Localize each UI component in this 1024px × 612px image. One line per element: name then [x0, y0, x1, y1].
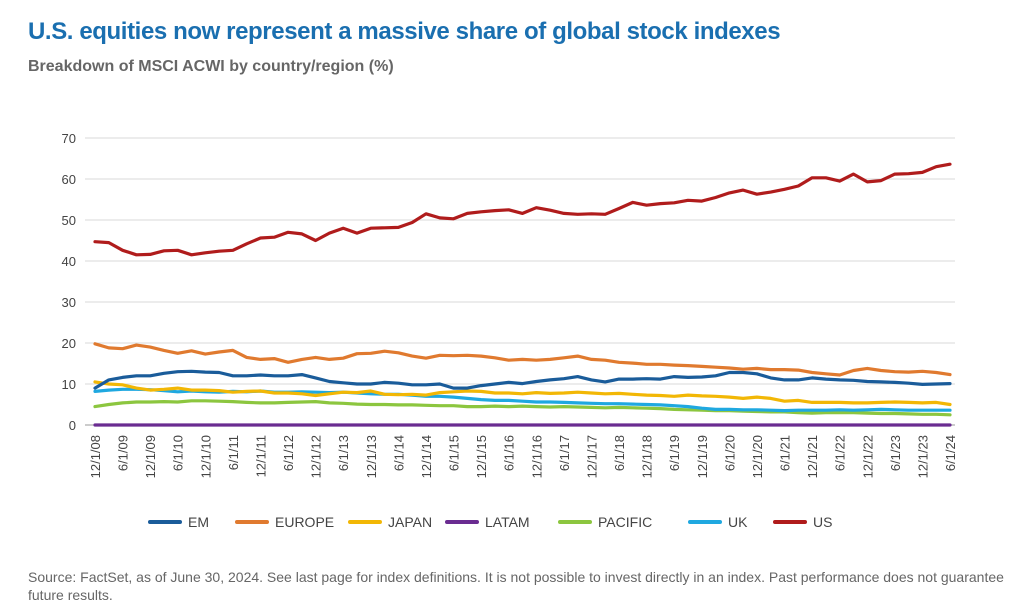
chart-canvas: 0 10 20 30 40 50 60 70 12/1/08 6/1/09 12/1/09 6/1/…: [62, 131, 958, 530]
x-tick-label: 6/1/17: [557, 435, 572, 471]
y-tick-label: 10: [62, 377, 76, 392]
x-tick-label: 6/1/09: [116, 435, 131, 471]
series-line-us: [93, 162, 952, 257]
x-tick-label: 6/1/18: [612, 435, 627, 471]
x-tick-label: 6/1/20: [722, 435, 737, 471]
y-tick-label: 60: [62, 172, 76, 187]
x-tick-label: 12/1/14: [419, 435, 434, 478]
x-tick-label: 12/1/13: [364, 435, 379, 478]
x-tick-label: 6/1/12: [281, 435, 296, 471]
legend-label-japan: JAPAN: [388, 514, 432, 530]
x-tick-label: 12/1/09: [143, 435, 158, 478]
x-tick-label: 12/1/20: [750, 435, 765, 478]
x-tick-label: 12/1/16: [529, 435, 544, 478]
x-tick-label: 6/1/16: [502, 435, 517, 471]
legend-label-pacific: PACIFIC: [598, 514, 652, 530]
series-line-europe: [93, 342, 952, 377]
legend-label-us: US: [813, 514, 832, 530]
legend-label-europe: EUROPE: [275, 514, 334, 530]
x-tick-label: 6/1/14: [391, 435, 406, 471]
x-tick-label: 6/1/10: [171, 435, 186, 471]
x-tick-label: 6/1/19: [667, 435, 682, 471]
chart-title: U.S. equities now represent a massive sh…: [28, 18, 781, 45]
y-tick-label: 0: [69, 418, 76, 433]
x-tick-label: 12/1/23: [915, 435, 930, 478]
x-axis-ticks: 12/1/08 6/1/09 12/1/09 6/1/10 12/1/10 6/1/11 1…: [88, 435, 958, 478]
x-tick-label: 12/1/22: [860, 435, 875, 478]
x-tick-label: 12/1/21: [805, 435, 820, 478]
x-tick-label: 6/1/11: [226, 435, 241, 470]
y-axis-ticks: 0 10 20 30 40 50 60 70: [62, 131, 76, 433]
chart-subtitle: Breakdown of MSCI ACWI by country/region…: [28, 58, 394, 75]
x-tick-label: 6/1/22: [833, 435, 848, 471]
y-tick-label: 40: [62, 254, 76, 269]
legend-label-em: EM: [188, 514, 209, 530]
x-tick-label: 6/1/15: [447, 435, 462, 471]
x-tick-label: 12/1/17: [584, 435, 599, 478]
x-tick-label: 6/1/13: [336, 435, 351, 471]
y-tick-label: 20: [62, 336, 76, 351]
series-line-japan: [93, 380, 952, 407]
legend: EM EUROPE JAPAN LATAM PACIFIC UK US: [148, 514, 832, 530]
x-tick-label: 12/1/10: [198, 435, 213, 478]
series-lines: [93, 162, 952, 427]
source-footnote: Source: FactSet, as of June 30, 2024. Se…: [28, 569, 1004, 603]
x-tick-label: 12/1/11: [253, 435, 268, 477]
x-tick-label: 12/1/12: [309, 435, 324, 478]
y-tick-label: 50: [62, 213, 76, 228]
x-tick-label: 6/1/21: [778, 435, 793, 471]
x-tick-label: 12/1/08: [88, 435, 103, 478]
y-tick-label: 70: [62, 131, 76, 146]
y-tick-label: 30: [62, 295, 76, 310]
x-tick-label: 12/1/15: [474, 435, 489, 478]
legend-label-uk: UK: [728, 514, 748, 530]
legend-label-latam: LATAM: [485, 514, 530, 530]
x-tick-label: 12/1/18: [640, 435, 655, 478]
x-tick-label: 6/1/23: [888, 435, 903, 471]
series-line-em: [93, 369, 952, 390]
x-tick-label: 6/1/24: [943, 435, 958, 471]
x-tick-label: 12/1/19: [695, 435, 710, 478]
series-line-pacific: [93, 399, 952, 417]
